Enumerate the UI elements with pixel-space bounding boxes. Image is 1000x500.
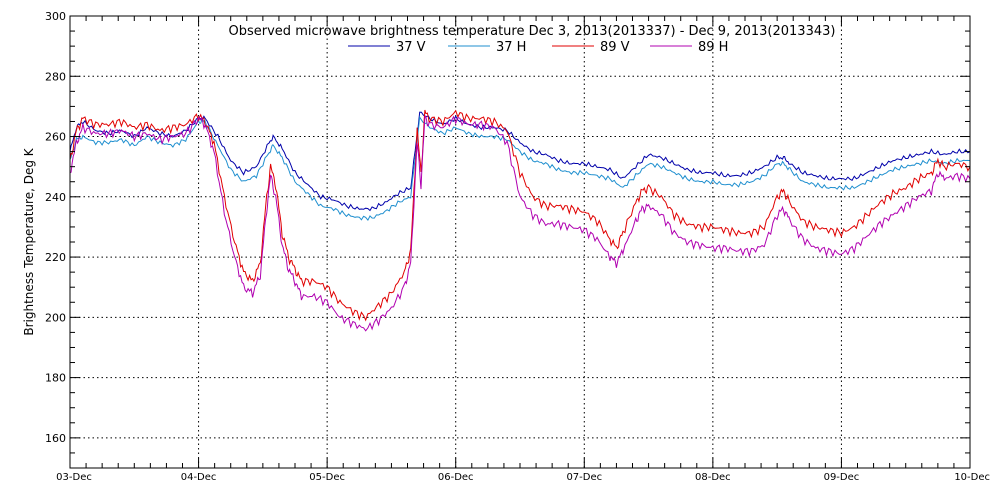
x-tick-label: 04-Dec xyxy=(181,472,217,483)
y-tick-label: 300 xyxy=(45,10,66,23)
y-tick-label: 240 xyxy=(45,191,66,204)
y-tick-label: 260 xyxy=(45,131,66,144)
y-tick-label: 180 xyxy=(45,372,66,385)
y-tick-label: 160 xyxy=(45,432,66,445)
axis-ticks xyxy=(69,15,971,469)
x-tick-labels: 03-Dec 04-Dec 05-Dec 06-Dec 07-Dec 08-Dec 09-D… xyxy=(56,472,990,483)
series-line-89-v xyxy=(69,109,971,322)
legend-label: 89 H xyxy=(698,40,728,55)
legend: 37 V 37 H 89 V 89 H xyxy=(348,40,728,55)
series-line-37-v xyxy=(69,111,971,212)
y-tick-labels: 160 180 200 220 240 260 280 300 xyxy=(45,10,66,445)
x-tick-label: 05-Dec xyxy=(309,472,345,483)
legend-label: 37 V xyxy=(396,40,426,55)
series-lines xyxy=(69,109,971,332)
x-tick-label: 06-Dec xyxy=(438,472,474,483)
x-tick-label: 08-Dec xyxy=(695,472,731,483)
y-tick-label: 220 xyxy=(45,251,66,264)
legend-label: 89 V xyxy=(600,40,630,55)
y-tick-label: 280 xyxy=(45,70,66,83)
plot-frame xyxy=(69,15,971,469)
x-tick-label: 03-Dec xyxy=(56,472,92,483)
legend-label: 37 H xyxy=(496,40,526,55)
x-tick-label: 09-Dec xyxy=(824,472,860,483)
series-line-37-h xyxy=(69,115,971,222)
y-axis-label: Brightness Temperature, Deg K xyxy=(22,147,36,335)
x-tick-label: 07-Dec xyxy=(566,472,602,483)
series-line-89-h xyxy=(69,115,971,332)
y-tick-label: 200 xyxy=(45,311,66,324)
grid xyxy=(70,16,970,468)
x-tick-label: 10-Dec xyxy=(954,472,990,483)
chart-title: Observed microwave brightness temperatur… xyxy=(229,24,836,39)
